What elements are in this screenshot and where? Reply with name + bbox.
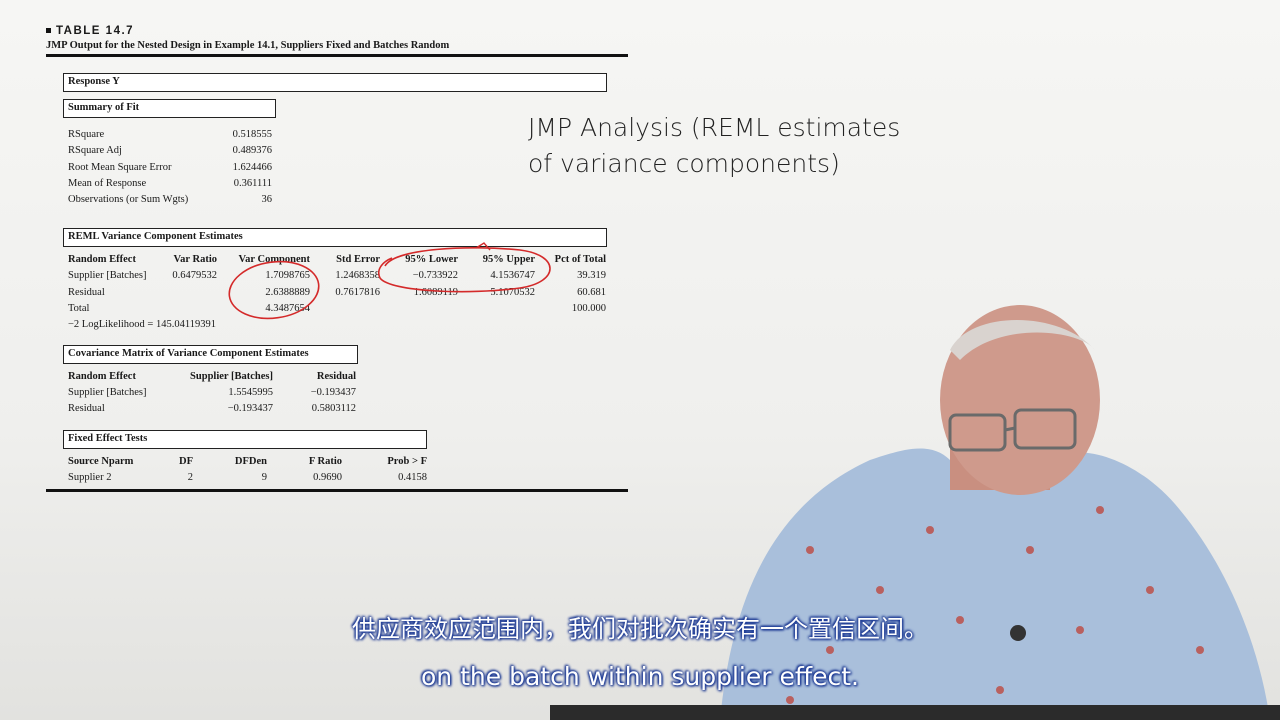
reml-cell: 60.681 xyxy=(577,287,606,298)
reml-cell: 0.6479532 xyxy=(172,270,217,281)
reml-header: Var Ratio xyxy=(173,254,217,265)
reml-header: Pct of Total xyxy=(554,254,606,265)
reml-cell: Residual xyxy=(68,287,105,298)
fixed-cell: 9 xyxy=(261,472,267,483)
loglikelihood: −2 LogLikelihood = 145.04119391 xyxy=(68,319,216,330)
table-subtitle: JMP Output for the Nested Design in Exam… xyxy=(46,40,450,51)
annotation-line-2: of variance components) xyxy=(528,149,840,178)
reml-cell: 2.6388889 xyxy=(265,287,310,298)
glasses-icon xyxy=(948,408,1077,452)
presenter-shirt xyxy=(720,448,1270,720)
table-label: TABLE 14.7 xyxy=(56,25,135,37)
video-bottom-bar xyxy=(550,705,1280,720)
cov-cell: −0.193437 xyxy=(227,403,273,414)
summary-value: 36 xyxy=(261,194,273,205)
presenter-hair xyxy=(950,320,1095,360)
microphone-icon xyxy=(1010,625,1026,641)
reml-cell: 4.1536747 xyxy=(490,270,535,281)
reml-header: Random Effect xyxy=(68,254,136,265)
summary-label: RSquare Adj xyxy=(68,145,122,156)
annotation-loop-ci xyxy=(377,247,551,293)
fixed-tests-title: Fixed Effect Tests xyxy=(63,430,427,449)
annotation-circle-var-component xyxy=(228,260,320,320)
cov-cell: Supplier [Batches] xyxy=(68,387,147,398)
top-rule xyxy=(46,54,628,57)
fixed-header: Source Nparm xyxy=(68,456,134,467)
cov-cell: 0.5803112 xyxy=(311,403,356,414)
fixed-cell: Supplier 2 xyxy=(68,472,112,483)
reml-cell: 100.000 xyxy=(571,303,606,314)
reml-header: 95% Upper xyxy=(482,254,535,265)
subtitle-english: on the batch within supplier effect. xyxy=(421,662,859,691)
summary-label: RSquare xyxy=(68,129,105,140)
fixed-header: Prob > F xyxy=(387,456,427,467)
reml-cell: 4.3487654 xyxy=(265,303,310,314)
summary-fit-title: Summary of Fit xyxy=(63,99,276,118)
table-caption: TABLE 14.7 xyxy=(46,25,134,37)
presenter-head xyxy=(940,305,1100,495)
reml-cell: Supplier [Batches] xyxy=(68,270,147,281)
reml-cell: 39.319 xyxy=(577,270,606,281)
summary-value: 0.361111 xyxy=(233,178,272,189)
summary-value: 1.624466 xyxy=(232,162,272,173)
cov-header: Random Effect xyxy=(68,371,136,382)
reml-cell: 0.7617816 xyxy=(335,287,380,298)
reml-cell: 1.6089119 xyxy=(413,287,458,298)
reml-header: Var Component xyxy=(238,254,310,265)
fixed-header: F Ratio xyxy=(308,456,342,467)
reml-header: Std Error xyxy=(336,254,380,265)
shirt-pattern xyxy=(786,506,1204,704)
annotation-tick xyxy=(475,242,491,251)
annotation-heading: JMP Analysis (REML estimates of variance… xyxy=(528,110,900,182)
reml-cell: −0.733922 xyxy=(412,270,458,281)
summary-label: Root Mean Square Error xyxy=(68,162,172,173)
cov-cell: −0.193437 xyxy=(310,387,356,398)
fixed-cell: 2 xyxy=(187,472,193,483)
bullet-square-icon xyxy=(46,28,51,34)
summary-label: Observations (or Sum Wgts) xyxy=(68,194,189,205)
fixed-header: DF xyxy=(179,456,193,467)
reml-header: 95% Lower xyxy=(405,254,458,265)
cov-cell: 1.5545995 xyxy=(228,387,273,398)
cov-header: Residual xyxy=(316,371,356,382)
annotation-line-1: JMP Analysis (REML estimates xyxy=(528,113,901,142)
reml-cell: 1.2468358 xyxy=(335,270,380,281)
reml-cell: Total xyxy=(68,303,90,314)
response-box: Response Y xyxy=(63,73,607,92)
fixed-cell: 0.9690 xyxy=(313,472,342,483)
presenter-image xyxy=(720,305,1270,720)
reml-title: REML Variance Component Estimates xyxy=(63,228,607,247)
summary-label: Mean of Response xyxy=(68,178,147,189)
covariance-title: Covariance Matrix of Variance Component … xyxy=(63,345,358,364)
fixed-cell: 0.4158 xyxy=(398,472,427,483)
subtitle-chinese: 供应商效应范围内，我们对批次确实有一个置信区间。 xyxy=(352,615,928,643)
bottom-rule xyxy=(46,489,628,492)
cov-header: Supplier [Batches] xyxy=(190,371,273,382)
reml-cell: 5.1070532 xyxy=(490,287,535,298)
fixed-header: DFDen xyxy=(234,456,267,467)
reml-cell: 1.7098765 xyxy=(265,270,310,281)
cov-cell: Residual xyxy=(68,403,105,414)
summary-value: 0.489376 xyxy=(232,145,272,156)
summary-value: 0.518555 xyxy=(232,129,272,140)
